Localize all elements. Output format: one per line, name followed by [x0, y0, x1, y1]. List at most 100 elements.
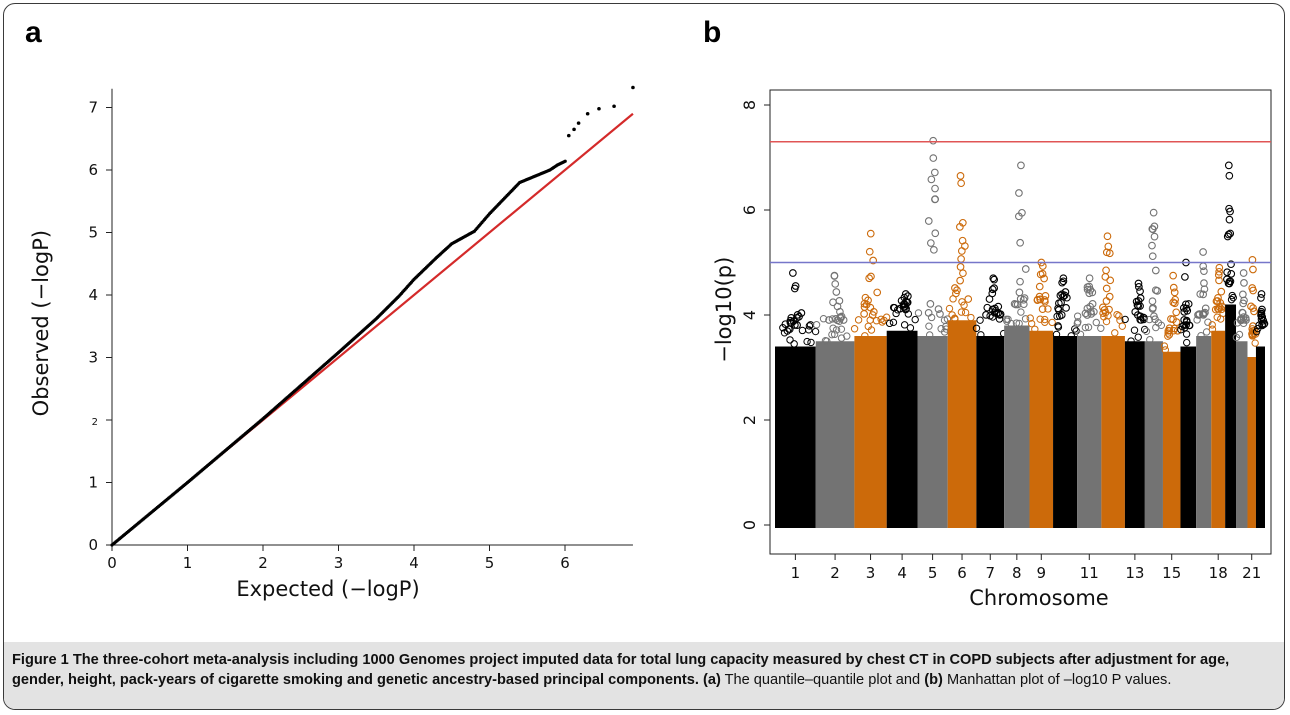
- manhattan-point: [1181, 273, 1189, 281]
- manhattan-point: [1097, 324, 1105, 332]
- manhattan-point: [957, 255, 965, 263]
- qq-x-axis-label: Expected (−logP): [236, 577, 419, 601]
- manhattan-point: [843, 332, 851, 340]
- manhattan-point: [1217, 315, 1225, 323]
- manhattan-point: [793, 321, 801, 329]
- manhattan-peak-point: [1085, 274, 1094, 283]
- manhattan-point: [977, 331, 985, 339]
- manhattan-point: [830, 330, 839, 339]
- manhattan-point: [1199, 310, 1207, 319]
- manhattan-point: [940, 316, 949, 324]
- manhattan-point: [1248, 329, 1256, 338]
- manhattan-point: [865, 274, 873, 283]
- manhattan-point: [1081, 309, 1090, 318]
- manhattan-chr-band: [1077, 336, 1102, 528]
- manhattan-point: [1257, 294, 1265, 302]
- manhattan-point: [1227, 260, 1235, 269]
- caption-title: The three-cohort meta-analysis including…: [12, 652, 1230, 688]
- manhattan-point: [924, 217, 933, 225]
- manhattan-point: [1257, 309, 1266, 318]
- manhattan-point: [1084, 323, 1093, 331]
- manhattan-point: [945, 304, 954, 313]
- manhattan-point: [925, 322, 933, 330]
- manhattan-peak-point: [789, 269, 797, 277]
- manhattan-chr-band: [1247, 357, 1256, 528]
- manhattan-point: [1121, 315, 1129, 324]
- manhattan-point: [1182, 330, 1191, 338]
- manhattan-point: [1148, 241, 1156, 250]
- manhattan-point: [1052, 330, 1061, 339]
- manhattan-point: [1083, 285, 1092, 294]
- manhattan-point: [911, 315, 919, 324]
- manhattan-point: [1160, 342, 1169, 350]
- manhattan-chr-band: [1124, 341, 1145, 528]
- manhattan-point: [1252, 327, 1261, 336]
- manhattan-point: [961, 308, 970, 317]
- manhattan-point: [1248, 284, 1257, 292]
- manhattan-point: [836, 314, 845, 322]
- manhattan-point: [1148, 225, 1157, 234]
- manhattan-chr-band: [886, 330, 918, 528]
- manhattan-x-tick-label: 13: [1125, 564, 1144, 582]
- manhattan-point: [1202, 328, 1211, 336]
- qq-y-tick-label: 0: [88, 536, 98, 554]
- manhattan-point: [1102, 266, 1110, 275]
- manhattan-peak-point: [1199, 248, 1207, 256]
- manhattan-point: [1087, 310, 1096, 318]
- manhattan-point: [832, 288, 841, 296]
- manhattan-point: [1200, 267, 1208, 276]
- manhattan-point: [1241, 314, 1250, 322]
- manhattan-point: [1215, 303, 1224, 312]
- manhattan-x-tick-label: 15: [1162, 564, 1181, 582]
- manhattan-point: [1140, 325, 1149, 334]
- manhattan-chr-band: [1004, 325, 1030, 528]
- qq-y-tick-label: 6: [88, 161, 98, 179]
- manhattan-point: [951, 284, 959, 292]
- manhattan-point: [1012, 319, 1021, 327]
- manhattan-point: [780, 329, 789, 337]
- manhattan-peak-point: [901, 290, 910, 298]
- manhattan-x-tick-label: 21: [1242, 564, 1261, 582]
- manhattan-point: [1148, 297, 1157, 306]
- manhattan-point: [1239, 290, 1247, 299]
- manhattan-point: [873, 288, 882, 297]
- manhattan-point: [1027, 319, 1036, 328]
- qq-points: [110, 85, 635, 547]
- manhattan-point: [1104, 242, 1113, 251]
- caption-a-tag: (a): [702, 672, 721, 688]
- manhattan-point: [964, 295, 973, 303]
- manhattan-point: [791, 321, 799, 329]
- caption-a-text: The quantile–quantile plot and: [724, 672, 921, 688]
- manhattan-point: [867, 272, 875, 281]
- manhattan-chr-band: [854, 336, 887, 528]
- manhattan-point: [1072, 327, 1080, 335]
- manhattan-point: [976, 316, 984, 324]
- manhattan-point: [1026, 314, 1034, 322]
- manhattan-point: [805, 322, 814, 330]
- manhattan-point: [1183, 338, 1191, 347]
- manhattan-point: [1212, 297, 1221, 306]
- manhattan-point: [958, 236, 967, 245]
- manhattan-x-axis-label: Chromosome: [969, 586, 1108, 610]
- manhattan-point: [1135, 283, 1143, 291]
- qq-y-tick-label: 2: [92, 417, 98, 428]
- qq-tail-point: [597, 106, 601, 111]
- manhattan-peak-point: [1059, 274, 1068, 283]
- qq-y-tick-label: 7: [88, 99, 98, 117]
- manhattan-chr-band: [976, 336, 1005, 528]
- manhattan-point: [931, 229, 940, 238]
- manhattan-point: [1134, 333, 1142, 341]
- manhattan-point: [930, 168, 939, 177]
- manhattan-point: [1215, 267, 1223, 276]
- manhattan-point: [1251, 339, 1259, 347]
- manhattan-point: [953, 286, 961, 295]
- manhattan-point: [790, 340, 798, 348]
- manhattan-point: [1007, 319, 1015, 328]
- qq-tail-point: [612, 104, 616, 109]
- manhattan-point: [990, 275, 999, 284]
- manhattan-y-tick-label: 0: [740, 520, 759, 530]
- manhattan-point: [1171, 295, 1180, 304]
- manhattan-point: [914, 309, 923, 317]
- manhattan-point: [926, 300, 935, 308]
- manhattan-x-tick-label: 11: [1080, 564, 1099, 582]
